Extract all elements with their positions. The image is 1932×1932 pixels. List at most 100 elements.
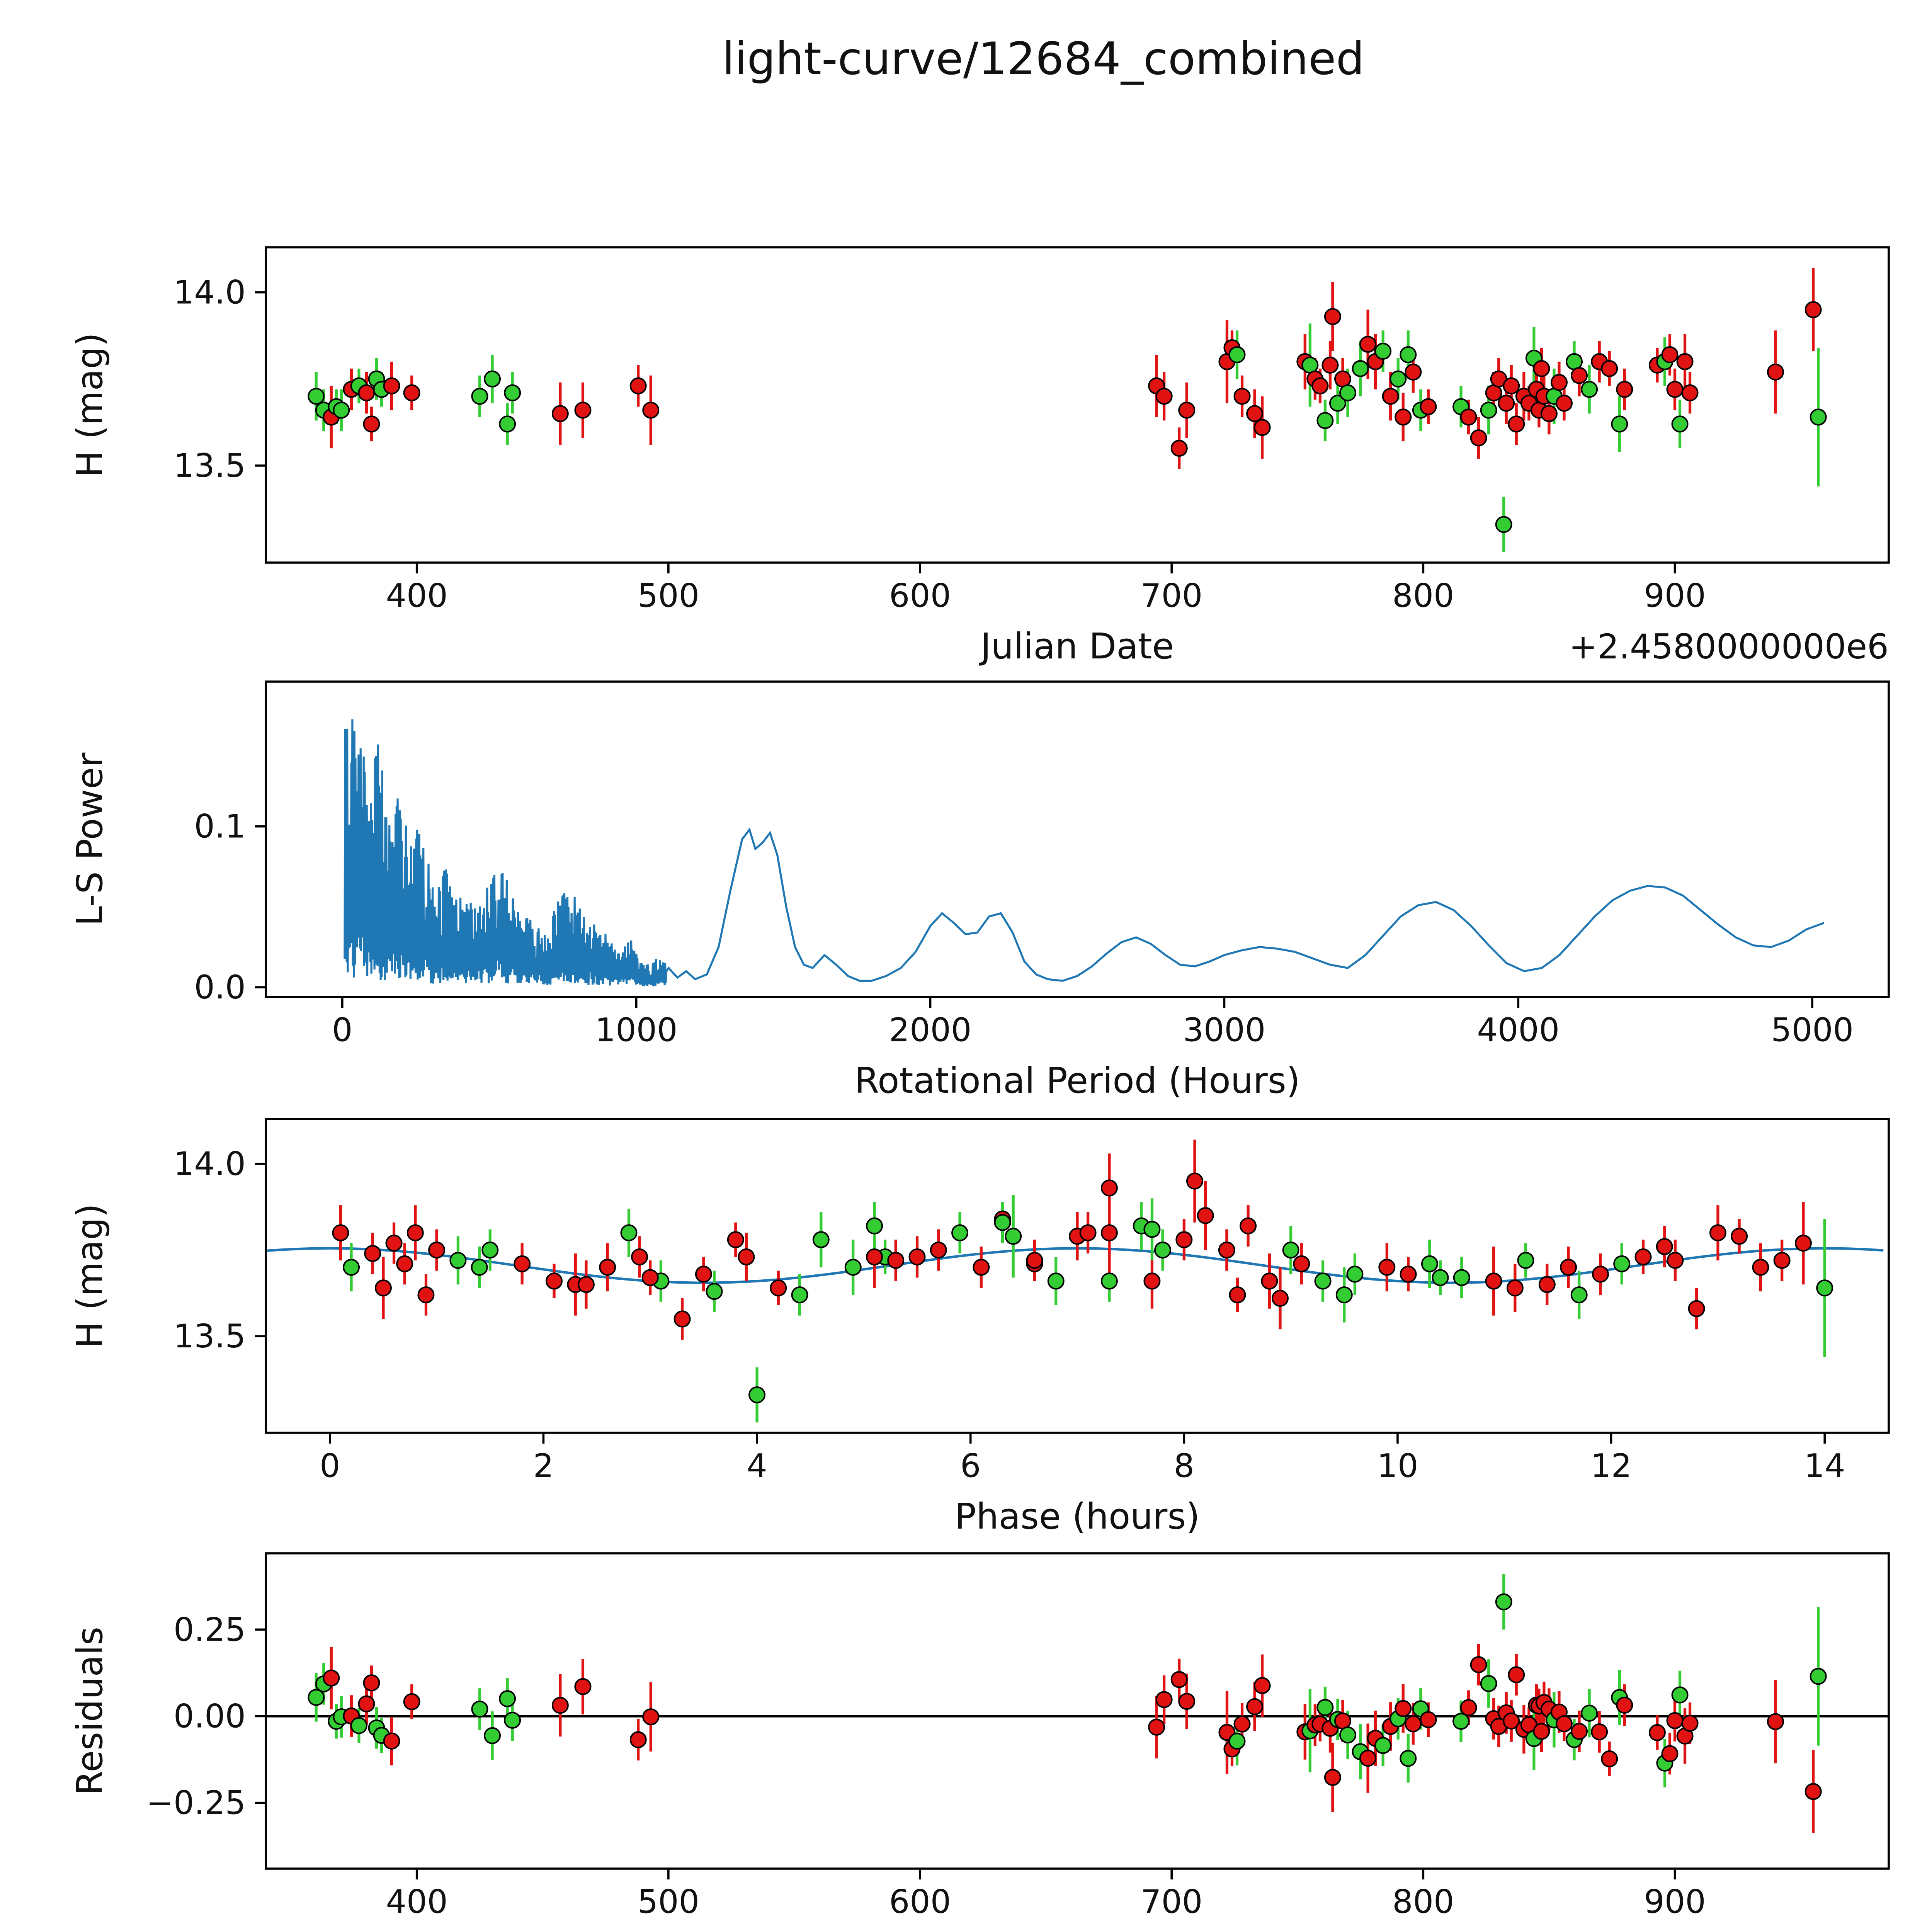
data-point [1229,1286,1246,1304]
data-point [1571,367,1588,384]
data-point [1293,1255,1310,1272]
data-point [1246,1698,1264,1715]
y-tick-label: 14.0 [173,274,246,311]
data-point [449,1252,467,1269]
x-tick-label: 400 [386,1883,448,1920]
data-point [1005,1228,1022,1245]
data-point [1432,1269,1449,1286]
data-point [1495,1593,1512,1611]
data-point [333,401,350,419]
data-point [1316,1699,1334,1716]
data-point [1316,412,1334,429]
data-point [308,388,325,405]
error-bars [315,268,1820,553]
data-point [504,1711,521,1729]
data-point [1656,1238,1673,1255]
x-tick-label: 5000 [1771,1011,1854,1049]
data-point [1634,1248,1652,1265]
data-point [1671,415,1689,433]
data-point [738,1248,755,1265]
data-point [1601,360,1618,377]
y-tick-label: 0.00 [173,1697,246,1735]
data-point [1485,1272,1502,1290]
data-point [1378,1259,1396,1276]
data-point [1661,1745,1679,1762]
data-point [673,1310,691,1328]
data-point [1420,1711,1437,1728]
data-point [791,1286,808,1304]
data-point [1613,1255,1631,1272]
data-point [471,1259,488,1276]
data-point [1228,346,1246,363]
data-point [363,415,380,433]
figure-title: light-curve/12684_combined [722,33,1364,85]
data-point [428,1242,446,1259]
data-point [1533,1723,1550,1740]
data-point [1311,377,1329,395]
x-tick-label: 2 [533,1447,554,1485]
data-point [1253,419,1271,436]
data-point [1709,1224,1726,1242]
y-axis-label: H (mag) [69,1204,111,1349]
x-tick-label: 900 [1644,1883,1706,1920]
data-point [332,1224,349,1242]
data-point [887,1252,905,1269]
data-point [629,377,647,395]
y-axis-label: H (mag) [69,333,111,478]
data-point [1233,388,1251,405]
axes-frame [265,680,1890,998]
data-point [577,1276,595,1293]
data-point [1352,360,1369,377]
x-tick-label: 900 [1644,577,1706,614]
data-point [1671,1686,1689,1704]
data-point [385,1235,403,1252]
data-point [417,1286,435,1304]
data-point [1334,1712,1351,1730]
data-point [343,1259,360,1276]
data-point [951,1224,969,1242]
data-point [1731,1228,1748,1245]
data-point [908,1248,926,1265]
data-point [1616,1696,1633,1714]
y-axis-label: Residuals [69,1627,111,1795]
data-point [1100,1179,1118,1197]
data-point [551,1697,569,1714]
data-point [350,1717,367,1734]
data-point [1170,440,1188,457]
data-point [1143,1221,1161,1238]
data-point [1339,1726,1356,1744]
data-point [1452,1713,1470,1730]
data-point [484,370,501,388]
data-point [1480,401,1497,419]
data-point [1178,1693,1196,1710]
x-tick-label: 4 [747,1447,767,1485]
data-points [308,301,1827,533]
data-point [1470,429,1487,447]
data-point [770,1279,787,1297]
data-point [1666,1712,1684,1729]
data-point [546,1272,563,1290]
data-point [1389,370,1407,388]
data-point [374,1279,392,1297]
error-bars [315,1574,1820,1833]
data-point [1346,1265,1364,1283]
data-point [1538,1276,1556,1293]
data-point [930,1242,947,1259]
data-point [1218,1242,1235,1259]
data-point [574,1678,592,1695]
data-point [620,1224,638,1242]
data-point [1246,405,1264,422]
data-point [1667,1252,1684,1269]
data-point [1170,1671,1188,1688]
x-tick-label: 1000 [595,1011,678,1049]
data-point [1261,1272,1278,1290]
data-point [1681,1714,1699,1732]
y-tick-label: −0.25 [146,1784,246,1822]
data-point [1810,1668,1827,1685]
y-tick-label: 0.25 [173,1611,246,1648]
model-curve [266,1247,1884,1284]
x-axis-label: Julian Date [979,626,1174,667]
data-point [1359,1750,1377,1767]
x-tick-label: 8 [1174,1447,1194,1485]
